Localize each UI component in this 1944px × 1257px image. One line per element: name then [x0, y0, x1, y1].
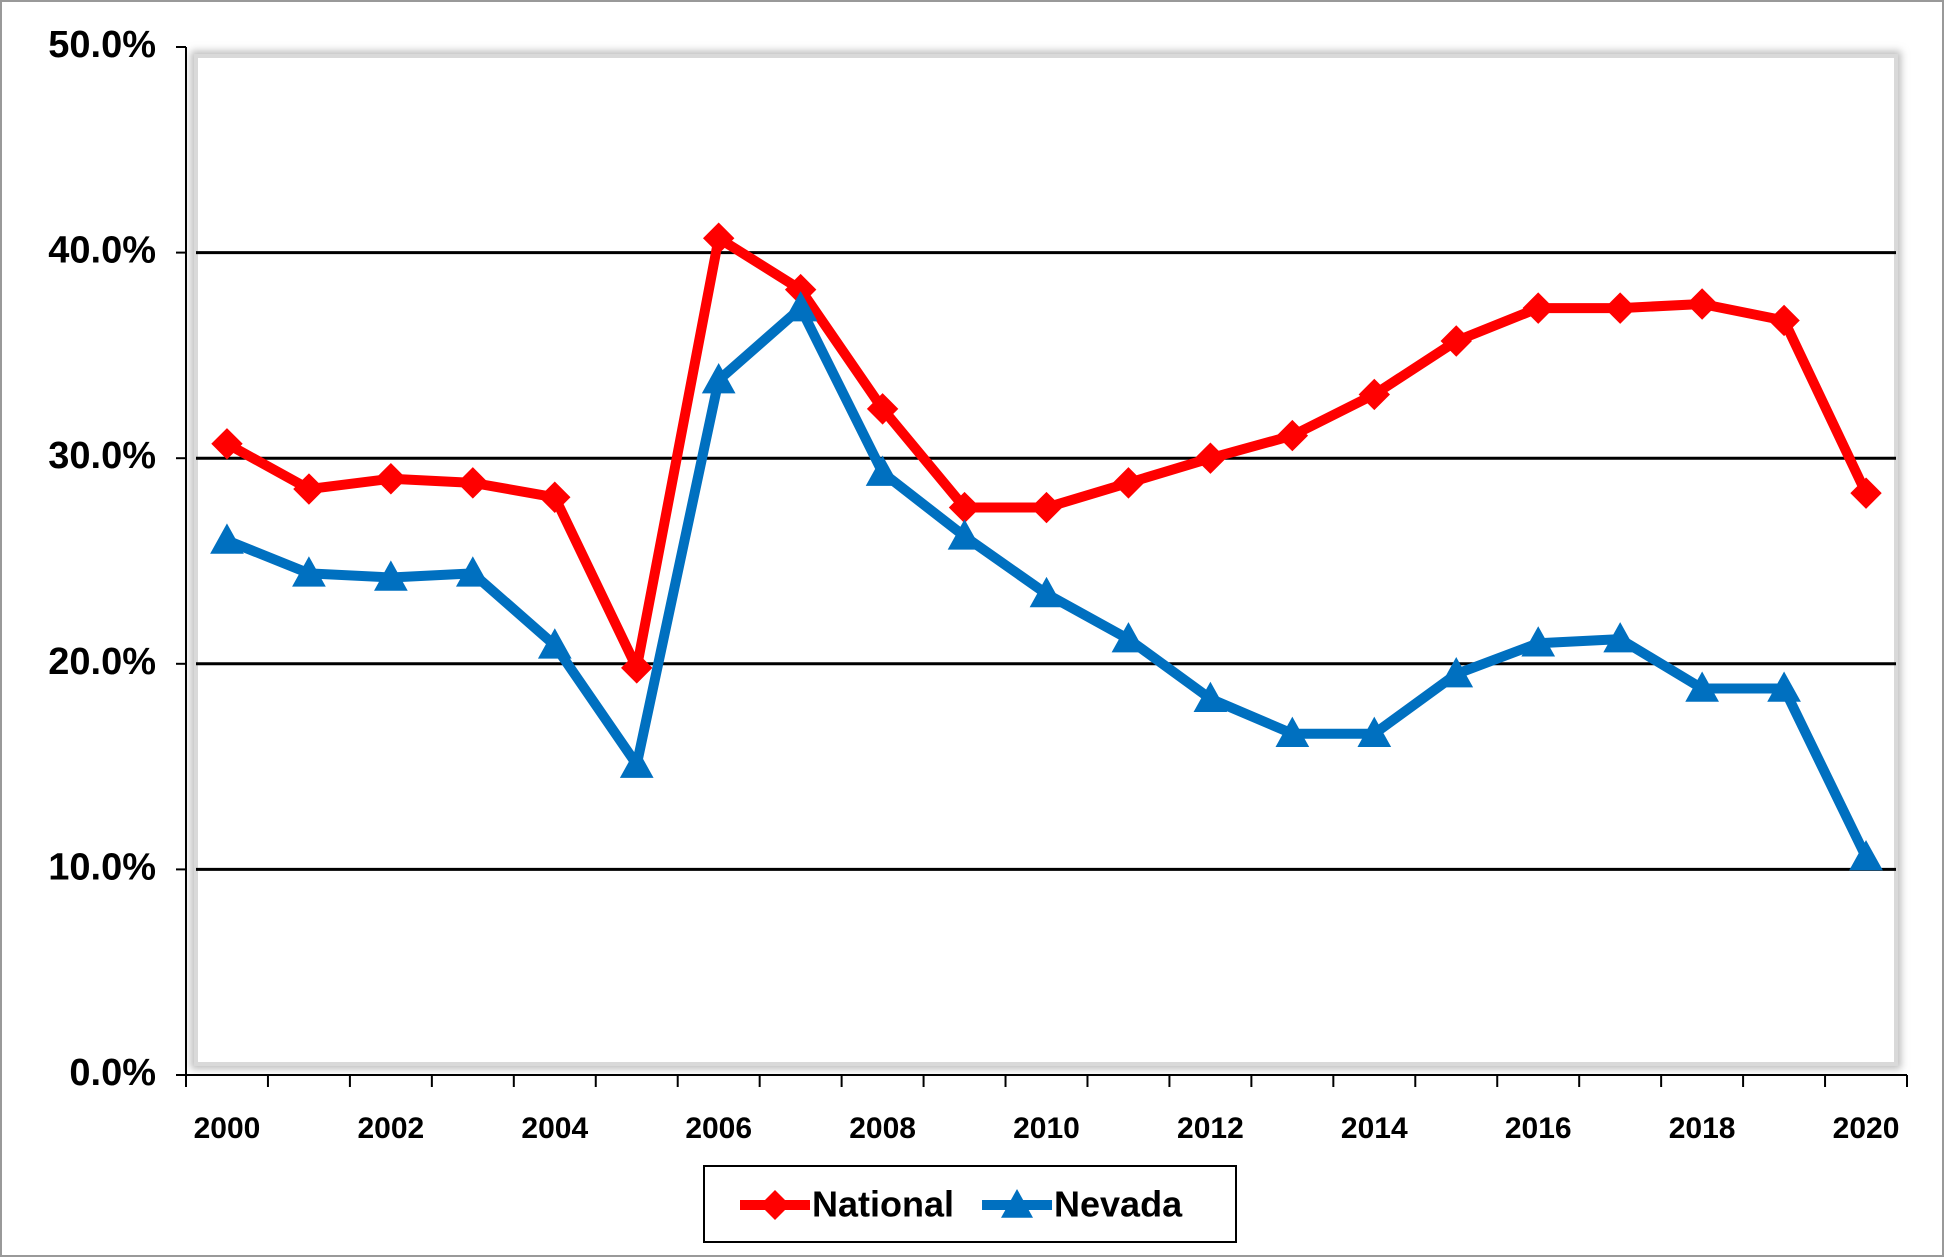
x-tick-label: 2004	[521, 1112, 588, 1145]
marker-triangle	[1357, 716, 1392, 748]
marker-triangle	[1521, 626, 1556, 657]
marker-triangle	[1849, 840, 1883, 871]
y-tick-label: 10.0%	[48, 846, 156, 888]
marker-triangle	[1193, 681, 1228, 713]
marker-triangle	[1685, 671, 1719, 702]
marker-diamond	[211, 428, 243, 460]
marker-diamond	[1030, 491, 1063, 524]
x-tick-label: 2020	[1833, 1112, 1900, 1145]
legend-label: National	[812, 1184, 954, 1225]
marker-diamond	[1768, 304, 1800, 337]
marker-triangle	[1029, 576, 1064, 608]
y-tick-label: 0.0%	[69, 1052, 156, 1094]
x-tick-label: 2006	[685, 1112, 752, 1145]
y-tick-label: 50.0%	[48, 24, 156, 66]
marker-diamond	[1604, 292, 1636, 324]
marker-diamond	[866, 393, 899, 425]
marker-triangle	[292, 556, 326, 587]
marker-diamond	[1522, 292, 1554, 324]
marker-triangle	[1275, 716, 1310, 748]
marker-triangle	[455, 556, 490, 587]
marker-triangle	[1439, 657, 1474, 688]
marker-diamond	[1112, 467, 1145, 499]
marker-triangle	[947, 519, 982, 550]
x-tick-label: 2008	[849, 1112, 916, 1145]
marker-diamond	[702, 222, 735, 254]
x-tick-label: 2016	[1505, 1112, 1572, 1145]
marker-triangle	[210, 523, 244, 554]
marker-triangle	[1603, 622, 1638, 653]
x-tick-label: 2014	[1341, 1112, 1408, 1145]
marker-triangle	[537, 628, 572, 659]
marker-triangle	[1001, 1189, 1034, 1218]
marker-diamond	[1358, 378, 1391, 411]
marker-triangle	[1111, 622, 1146, 653]
marker-triangle	[783, 291, 818, 322]
marker-diamond	[1194, 442, 1227, 474]
marker-diamond	[621, 652, 653, 684]
y-tick-label: 30.0%	[48, 435, 156, 477]
marker-diamond	[1440, 325, 1472, 357]
x-tick-label: 2012	[1177, 1112, 1244, 1145]
marker-triangle	[1767, 671, 1801, 702]
x-tick-label: 2010	[1013, 1112, 1080, 1145]
marker-diamond	[1850, 477, 1882, 509]
marker-triangle	[865, 455, 900, 486]
y-tick-label: 20.0%	[48, 641, 156, 683]
marker-triangle	[619, 747, 654, 778]
plot-area	[194, 54, 1898, 1066]
legend-label: Nevada	[1054, 1184, 1183, 1225]
marker-diamond	[760, 1190, 790, 1220]
marker-diamond	[1276, 419, 1309, 452]
marker-diamond	[375, 463, 407, 495]
marker-triangle	[701, 363, 736, 394]
x-tick-label: 2002	[358, 1112, 425, 1145]
marker-diamond	[539, 481, 571, 513]
marker-diamond	[457, 467, 489, 499]
y-tick-label: 40.0%	[48, 230, 156, 272]
marker-diamond	[293, 473, 325, 505]
marker-triangle	[374, 560, 408, 591]
x-tick-label: 2018	[1669, 1112, 1736, 1145]
x-tick-label: 2000	[194, 1112, 261, 1145]
marker-diamond	[1686, 288, 1718, 320]
